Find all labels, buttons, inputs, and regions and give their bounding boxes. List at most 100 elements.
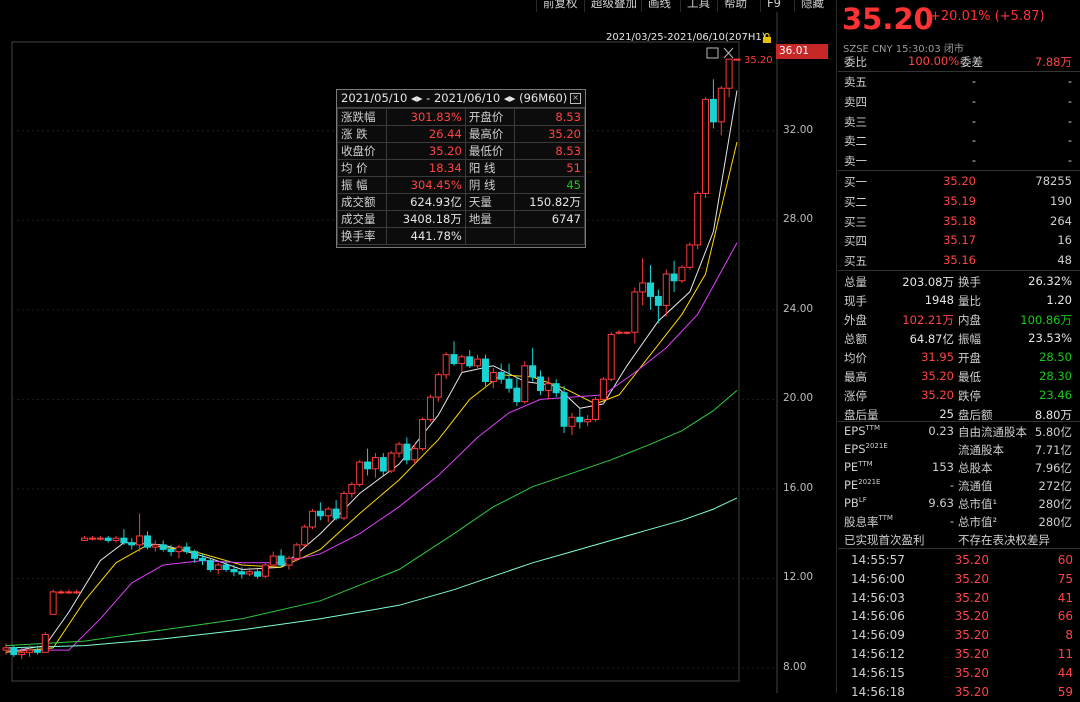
candle <box>607 333 615 380</box>
popup-cell: 换手率 <box>336 227 388 245</box>
candle <box>466 356 474 367</box>
tick-price: 35.20 <box>954 665 989 680</box>
tick-row: 14:55:57 35.20 60 <box>850 552 1075 570</box>
candle <box>371 457 379 470</box>
tick-time: 14:56:18 <box>851 684 905 699</box>
candle <box>33 649 41 653</box>
fund-label: 流通股本 <box>958 443 1004 457</box>
chart-toolbar: 前复权 超级叠加 画线 工具 帮助 F9 隐藏 <box>0 0 830 12</box>
wei-value: 100.00% <box>908 54 960 68</box>
candle <box>686 244 694 268</box>
current-price-tag: 36.01 <box>776 44 828 59</box>
toolbar-button[interactable]: 隐藏 <box>794 0 830 12</box>
popup-cell: 18.34 <box>386 159 466 177</box>
candle <box>316 510 324 517</box>
popup-row: 收盘价 35.20 最低价 8.53 <box>336 142 585 160</box>
candle <box>654 295 662 306</box>
popup-cell: 成交额 <box>336 193 388 211</box>
popup-cell: 8.53 <box>514 108 585 126</box>
candle <box>128 542 136 546</box>
tick-row: 14:56:09 35.20 8 <box>850 627 1075 645</box>
fund-label: 总市值¹ <box>958 497 998 511</box>
candle <box>301 526 309 546</box>
tick-vol: 75 <box>1057 571 1073 586</box>
candle <box>41 633 49 653</box>
bid-label: 买三 <box>844 214 867 229</box>
candle <box>670 273 678 282</box>
close-icon[interactable]: × <box>570 93 581 104</box>
popup-row: 成交额 624.93亿 天量 150.82万 <box>336 193 585 211</box>
popup-cell: 624.93亿 <box>386 193 466 211</box>
candle <box>309 510 317 528</box>
ask-label: 卖四 <box>844 94 867 109</box>
toolbar-button[interactable]: 画线 <box>641 0 677 12</box>
candle <box>199 557 206 562</box>
bid-volume: 16 <box>1057 233 1072 248</box>
toolbar-button[interactable]: 工具 <box>680 0 716 12</box>
fund-label-text: PE <box>844 478 859 492</box>
tick-vol: 8 <box>1065 628 1073 643</box>
popup-cell: 阳 线 <box>464 159 516 177</box>
popup-header: 2021/05/10 ◂▸ - 2021/06/10 ◂▸ (96M60) × <box>337 90 585 108</box>
popup-cell: 35.20 <box>514 125 585 143</box>
ask-volume: - <box>1067 133 1072 148</box>
tick-price: 35.20 <box>954 553 989 567</box>
candle <box>269 555 277 566</box>
popup-cell <box>514 227 585 245</box>
fund-label: PE2021E <box>844 478 880 492</box>
stat-label: 外盘 <box>844 313 867 327</box>
stat-value: 203.08万 <box>902 275 954 289</box>
fund-label: 股息率TTM <box>844 514 893 530</box>
stat-label: 开盘 <box>958 351 981 365</box>
toolbar-button[interactable]: 前复权 <box>536 0 584 12</box>
popup-row: 均 价 18.34 阳 线 51 <box>336 159 585 177</box>
stat-value: 8.80万 <box>1034 408 1072 422</box>
fund-label-text: 股息率 <box>844 515 879 529</box>
tick-row: 14:56:06 35.20 66 <box>850 608 1075 626</box>
candle <box>647 282 655 297</box>
candle <box>136 535 144 546</box>
popup-cell: 涨跌幅 <box>336 108 388 126</box>
candle <box>481 358 489 382</box>
candle <box>599 378 607 400</box>
ma-line-ma10 <box>5 141 738 653</box>
candle <box>65 591 73 594</box>
candle <box>254 571 262 577</box>
note-right: 不存在表决权差异 <box>958 533 1050 547</box>
stat-value: 26.32% <box>1028 274 1072 288</box>
fundamental-row: 153 总股本 7.96亿 PETTM <box>844 458 1074 477</box>
popup-cell: 6747 <box>514 210 585 228</box>
candle <box>662 273 670 306</box>
toolbar-button[interactable]: 超级叠加 <box>584 0 643 12</box>
window-icon[interactable] <box>706 47 719 59</box>
popup-cell: 304.45% <box>386 176 466 194</box>
bid-volume: 264 <box>1050 213 1072 228</box>
ma-line-ma5 <box>5 90 738 653</box>
fund-label: 总市值² <box>958 515 998 529</box>
bid-price: 35.17 <box>943 233 976 248</box>
bid-row: 买一 35.20 78255 <box>844 172 1074 191</box>
fund-label-sup: TTM <box>878 514 893 522</box>
candle <box>450 354 458 365</box>
candle <box>175 546 183 553</box>
popup-row: 换手率 441.78% <box>336 227 585 245</box>
wei-label: 委比 <box>844 55 867 69</box>
last-price-label: 35.20 <box>744 55 773 66</box>
candle <box>364 461 372 470</box>
divider <box>838 170 1080 171</box>
ma-line-ma20 <box>6 242 738 651</box>
toolbar-button[interactable]: F9 <box>760 0 787 12</box>
fund-value: 153 <box>932 460 954 474</box>
bid-label: 买五 <box>844 254 867 269</box>
candle <box>57 591 65 594</box>
lock-icon[interactable] <box>762 32 772 43</box>
popup-cell: 收盘价 <box>336 142 388 160</box>
fund-value: 280亿 <box>1038 515 1072 529</box>
candle <box>246 571 254 575</box>
toolbar-button[interactable]: 帮助 <box>717 0 753 12</box>
popup-cell: 51 <box>514 159 585 177</box>
candlestick-chart[interactable]: 35.20 <box>0 12 836 693</box>
bid-volume: 78255 <box>1035 174 1072 188</box>
candle <box>458 356 466 365</box>
close-chart-icon[interactable] <box>723 47 734 59</box>
